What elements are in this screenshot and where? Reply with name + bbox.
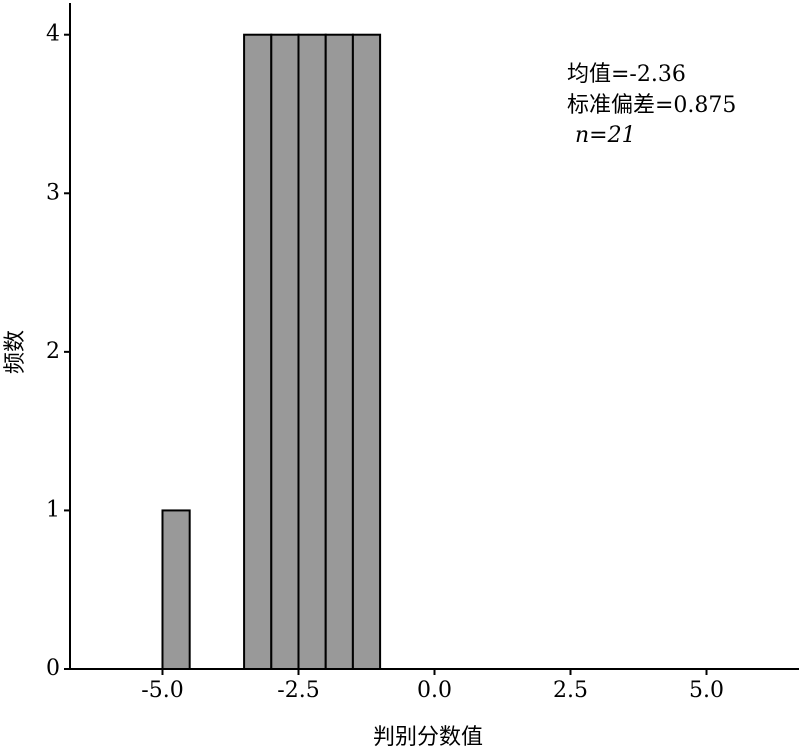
- bar: [324, 33, 354, 670]
- bar: [270, 33, 300, 670]
- y-tick-label: 3: [46, 180, 60, 205]
- x-axis-label: 判别分数值: [373, 725, 483, 750]
- y-axis-label: 频数: [3, 330, 28, 374]
- x-tick-label: 5.0: [689, 678, 724, 703]
- y-tick-label: 4: [46, 22, 60, 47]
- x-tick-label: 2.5: [553, 678, 588, 703]
- y-tick-label: 0: [46, 656, 60, 681]
- x-tick-label: 0.0: [417, 678, 452, 703]
- annotation: n=21: [575, 123, 636, 148]
- y-tick-label: 2: [46, 339, 60, 364]
- x-tick-label: -5.0: [141, 678, 183, 703]
- annotation: 均值=-2.36: [567, 62, 686, 87]
- y-tick-label: 1: [46, 497, 60, 522]
- bar: [351, 33, 382, 670]
- annotation: 标准偏差=0.875: [567, 93, 736, 118]
- bar: [243, 33, 273, 670]
- bar: [161, 509, 191, 670]
- bar: [297, 33, 327, 670]
- x-tick-label: -2.5: [277, 678, 319, 703]
